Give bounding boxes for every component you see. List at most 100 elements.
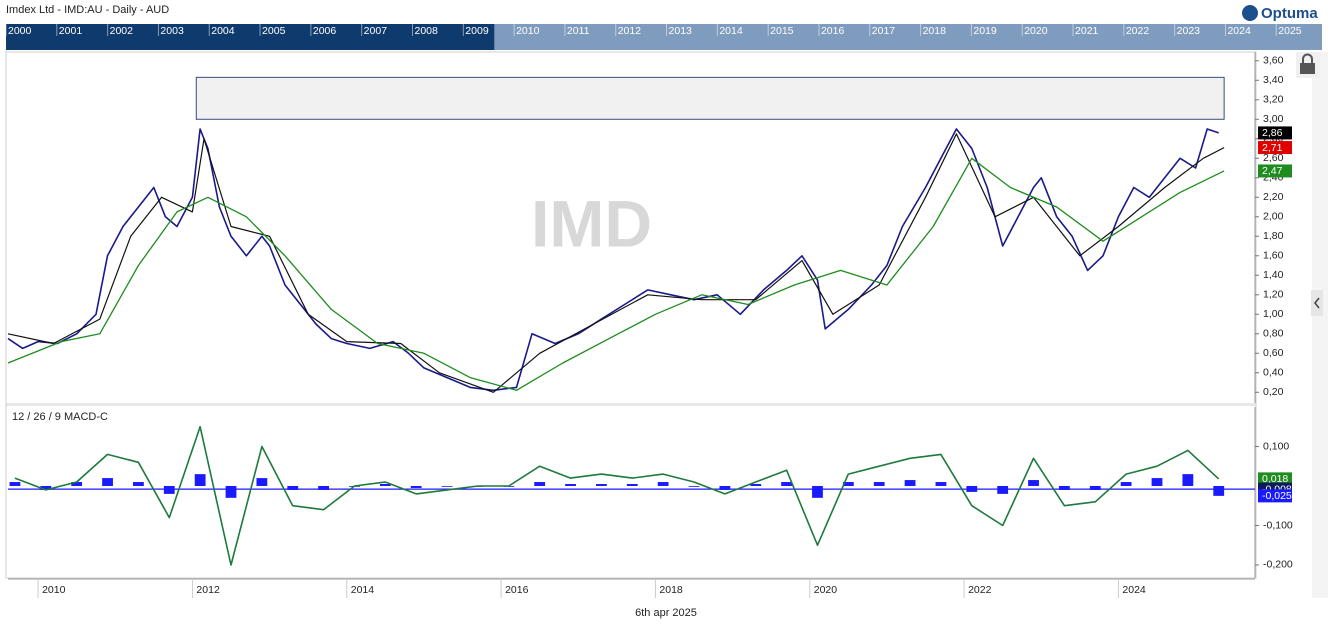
y-tick-label: 1,00: [1263, 308, 1284, 320]
navigator-year: 2018: [923, 25, 947, 37]
y-tick-label: 2,60: [1263, 152, 1284, 164]
value-marker: [1258, 126, 1292, 140]
histogram-bar: [441, 485, 453, 487]
series-line: [14, 425, 1220, 566]
panel-title: 12 / 26 / 9 MACD-C: [12, 411, 108, 423]
value-marker-label: 2,47: [1262, 165, 1283, 177]
navigator-year: 2020: [1024, 25, 1048, 37]
navigator-year: 2013: [669, 25, 693, 37]
logo-icon: [1242, 5, 1258, 21]
histogram-bar: [966, 485, 978, 492]
histogram-bar: [318, 485, 330, 490]
y-tick-label: 1,60: [1263, 250, 1284, 262]
histogram-bar: [812, 485, 823, 498]
histogram-bar: [904, 480, 916, 486]
histogram-bar: [379, 484, 391, 486]
histogram-bar: [287, 485, 299, 490]
histogram-bar: [1213, 485, 1225, 496]
side-bar: [1312, 52, 1328, 598]
navigator-year: 2005: [262, 25, 286, 37]
histogram-bar: [194, 474, 206, 486]
value-marker-label: 2,86: [1262, 127, 1283, 139]
histogram-bar: [1182, 474, 1194, 486]
y-tick-label: 3,00: [1263, 113, 1284, 125]
y-tick-label: -0,200: [1263, 559, 1293, 571]
logo[interactable]: Optuma: [1242, 5, 1318, 22]
histogram-bar: [40, 485, 52, 490]
histogram-bar: [163, 485, 175, 494]
y-tick-label: 1,40: [1263, 269, 1284, 281]
y-tick-label: 0,40: [1263, 367, 1284, 379]
histogram-bar: [935, 482, 947, 486]
navigator-year: 2006: [313, 25, 337, 37]
y-tick-label: 2,20: [1263, 191, 1284, 203]
navigator-year: 2007: [364, 25, 388, 37]
highlight-zone: [195, 76, 1225, 120]
x-tick-label: 2010: [42, 584, 66, 596]
y-tick-label: 0,60: [1263, 347, 1284, 359]
navigator-year: 2017: [872, 25, 896, 37]
lock-button[interactable]: [1296, 52, 1320, 78]
navigator-year: 2016: [821, 25, 845, 37]
histogram-bar: [1120, 482, 1132, 486]
histogram-bar: [688, 485, 700, 487]
value-marker-label: -0,025: [1262, 490, 1292, 502]
value-marker-label: 0,018: [1262, 473, 1288, 485]
histogram-bar: [657, 482, 669, 486]
histogram-bar: [842, 482, 854, 486]
x-tick-label: 2022: [968, 584, 992, 596]
series-line: [7, 128, 1219, 392]
histogram-bar: [873, 482, 885, 486]
collapse-arrow: [1314, 297, 1320, 309]
y-tick-label: 0,80: [1263, 328, 1284, 340]
navigator-year: 2014: [719, 25, 743, 37]
histogram-bar: [71, 482, 83, 486]
navigator-year: 2001: [59, 25, 83, 37]
y-tick-label: 3,20: [1263, 94, 1284, 106]
y-tick-label: 1,80: [1263, 230, 1284, 242]
histogram-bar: [1028, 480, 1039, 486]
x-tick-label: 2012: [196, 584, 220, 596]
navigator-year: 2012: [618, 25, 642, 37]
navigator-year: 2023: [1177, 25, 1201, 37]
y-tick-label: -0,100: [1263, 519, 1293, 531]
histogram-bar: [9, 482, 21, 486]
x-tick-label: 2014: [351, 584, 375, 596]
histogram-bar: [596, 484, 607, 486]
x-tick-label: 2024: [1122, 584, 1146, 596]
collapse-bg: [1311, 290, 1323, 316]
histogram-bar: [750, 484, 762, 486]
histogram-bar: [534, 482, 546, 486]
lock-shackle: [1302, 53, 1313, 63]
navigator-year: 2010: [516, 25, 540, 37]
histogram-bar: [997, 485, 1009, 494]
histogram-bar: [133, 482, 144, 486]
histogram-bar: [781, 482, 793, 486]
y-tick-label: 2,00: [1263, 211, 1284, 223]
value-marker-label: 2,71: [1262, 142, 1283, 154]
value-marker: [1258, 489, 1292, 503]
plot-frame: [5, 51, 1257, 579]
panel-divider: [6, 403, 1256, 406]
navigator-year: 2024: [1227, 25, 1251, 37]
series-line: [7, 157, 1225, 391]
navigator-year: 2015: [770, 25, 794, 37]
collapse-button[interactable]: [1311, 290, 1323, 316]
navigator-year: 2004: [211, 25, 235, 37]
y-tick-label: 3,60: [1263, 55, 1284, 67]
y-tick-label: 0,20: [1263, 386, 1284, 398]
y-tick-label: 0,100: [1263, 440, 1289, 452]
navigator-year: 2022: [1126, 25, 1150, 37]
navigator-year: 2011: [567, 25, 590, 37]
histogram-bar: [719, 485, 731, 490]
navigator-year: 2003: [160, 25, 184, 37]
histogram-bar: [102, 478, 113, 486]
histogram-bar: [225, 485, 237, 498]
histogram-bar: [565, 484, 576, 486]
histogram-bar: [1058, 485, 1070, 490]
y-tick-label: 3,40: [1263, 74, 1284, 86]
lock-body: [1300, 63, 1315, 74]
navigator-year: 2021: [1075, 25, 1099, 37]
x-tick-label: 2016: [505, 584, 529, 596]
